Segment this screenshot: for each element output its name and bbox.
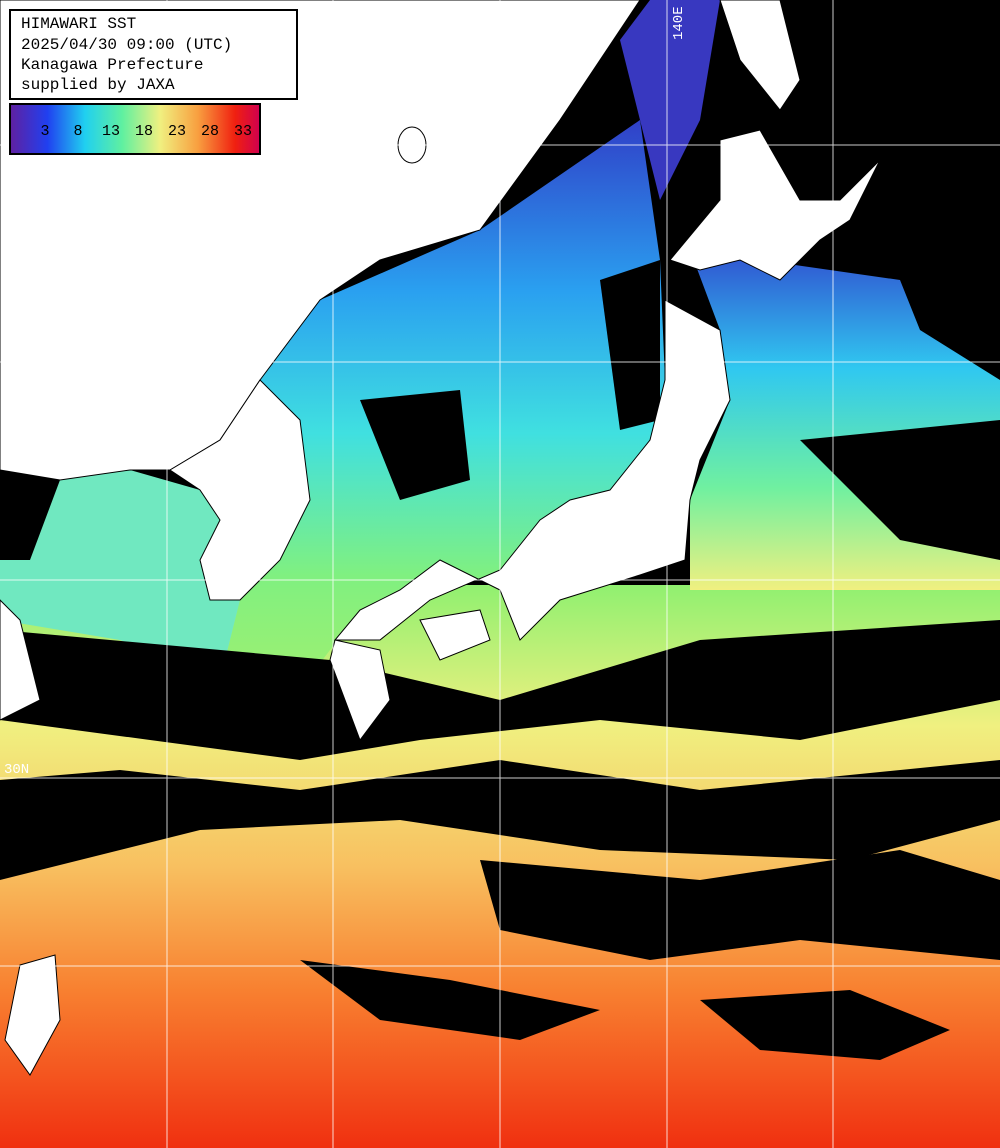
lat-label: 40N [4,356,29,372]
lon-label: 140E [671,6,687,40]
title-line: Kanagawa Prefecture [21,56,203,74]
title-box: HIMAWARI SST 2025/04/30 09:00 (UTC) Kana… [9,9,298,100]
colorbar: 3 8 13 18 23 28 33 [9,103,261,155]
colorbar-label: 18 [135,123,153,140]
colorbar-label: 33 [234,123,252,140]
title-line: 2025/04/30 09:00 (UTC) [21,36,232,54]
title-line: HIMAWARI SST [21,15,136,33]
colorbar-label: 8 [73,123,82,140]
colorbar-label: 23 [168,123,186,140]
colorbar-label: 28 [201,123,219,140]
colorbar-label: 13 [102,123,120,140]
colorbar-label: 3 [40,123,49,140]
lat-label: 30N [4,762,29,778]
title-line: supplied by JAXA [21,76,175,94]
